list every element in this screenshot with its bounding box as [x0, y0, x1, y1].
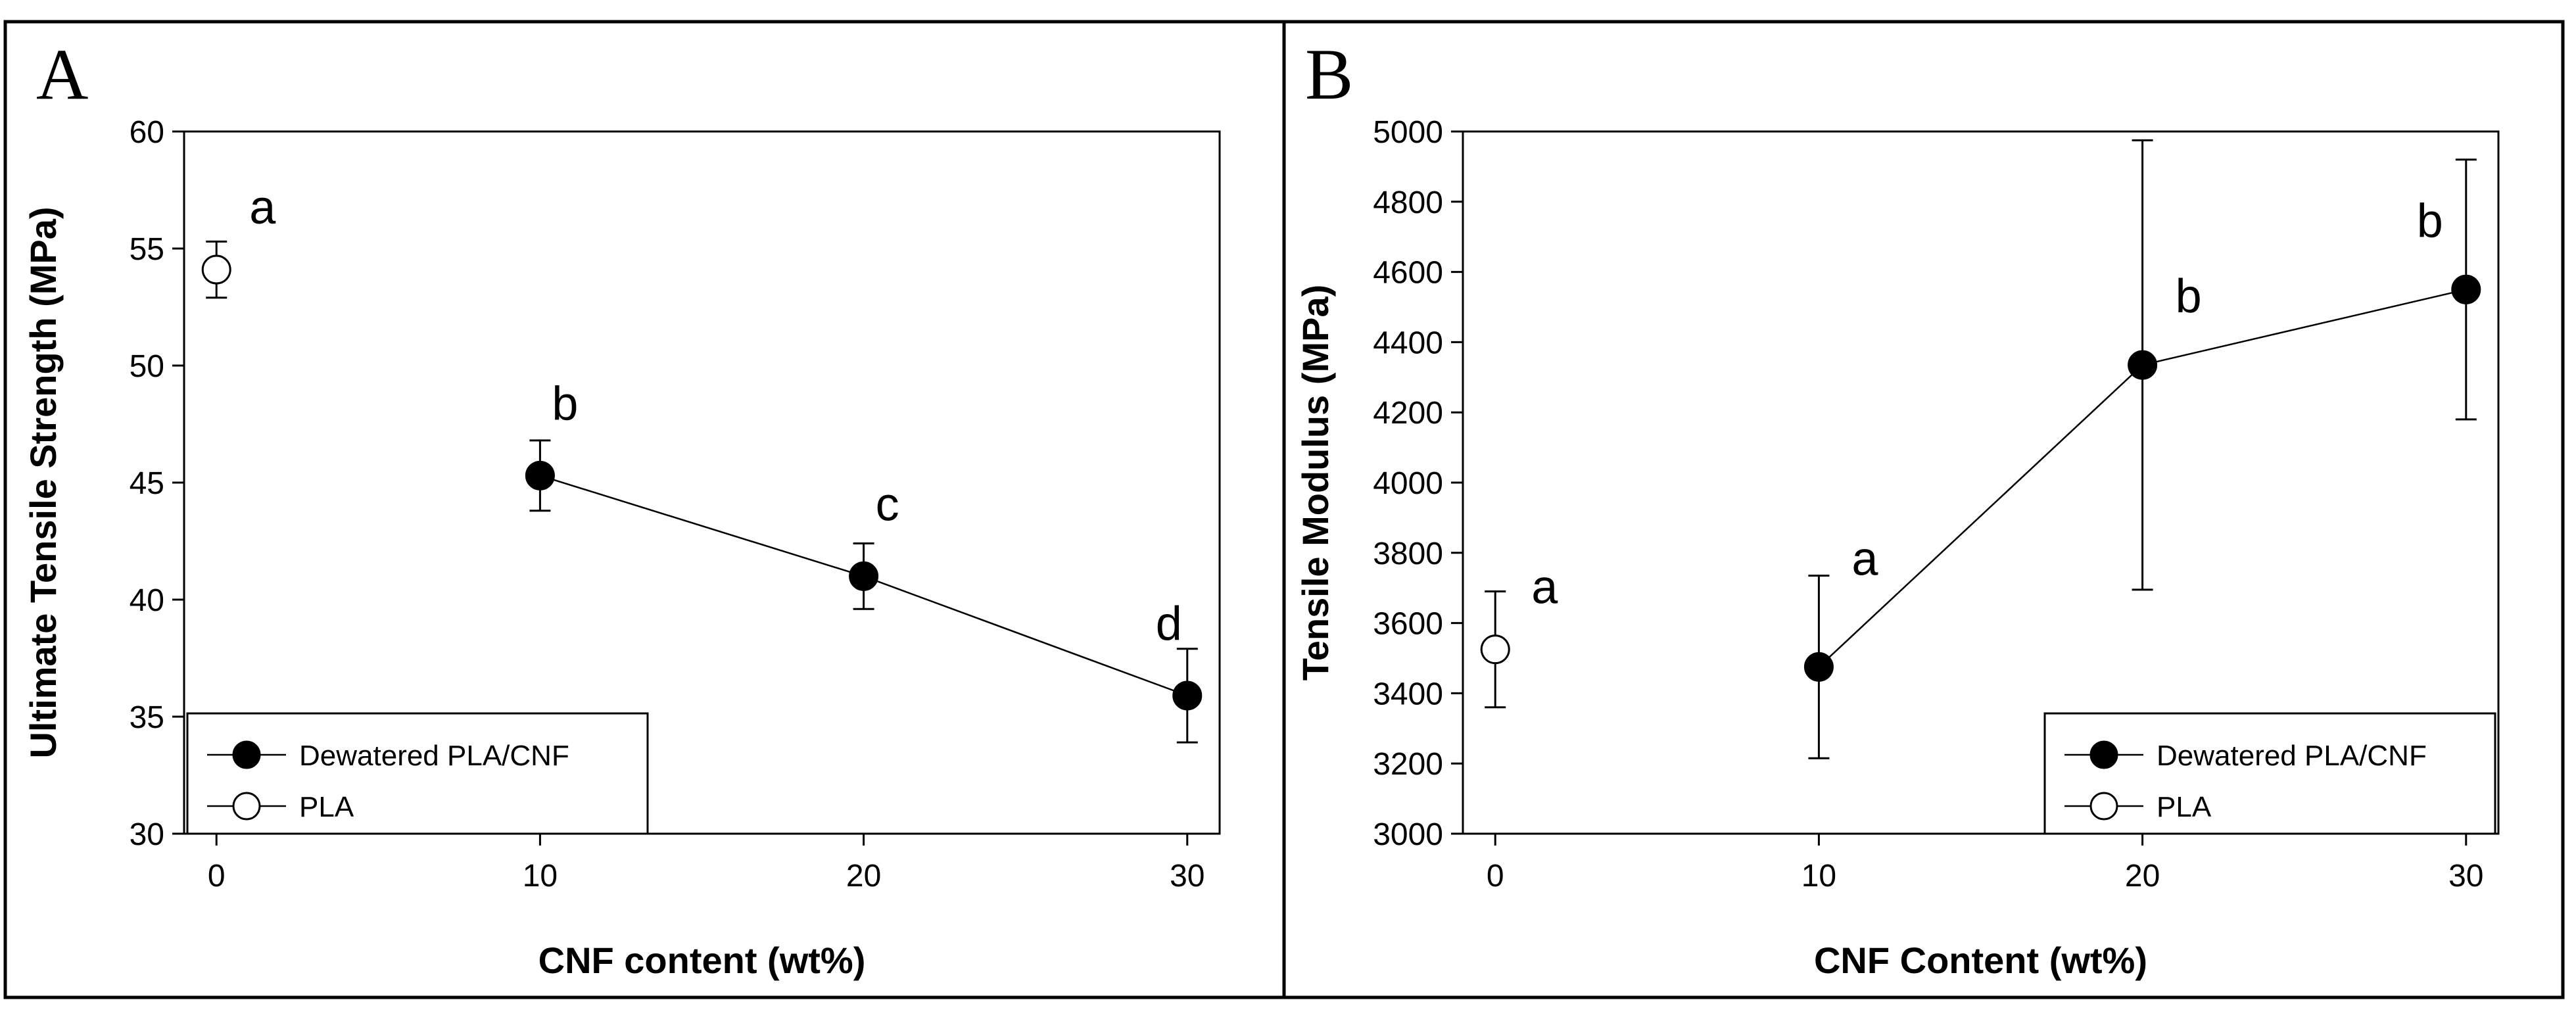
panel-b: B 3000 3200 3400 3600 3800 4000 4200 4400 4600 480… [1295, 34, 2500, 981]
x-tick-label: 10 [523, 859, 558, 894]
legend [2043, 712, 2496, 835]
x-tick-label: 20 [846, 859, 881, 894]
x-tick-label: 30 [1170, 859, 1205, 894]
y-tick-label: 40 [130, 583, 164, 618]
y-tick-label: 35 [130, 700, 164, 735]
significance-letter: a [249, 181, 276, 234]
y-tick-label: 3800 [1373, 537, 1443, 571]
data-point-open [1480, 634, 1510, 665]
legend-marker-filled [2089, 740, 2118, 769]
y-tick-label: 4400 [1373, 325, 1443, 360]
panel-label: A [36, 34, 88, 114]
y-tick-label: 45 [130, 466, 164, 501]
y-axis-label: Tensile Modulus (MPa) [1295, 285, 1336, 681]
data-point-open [201, 254, 231, 285]
legend-marker-open [2089, 792, 2118, 821]
data-point-filled [849, 561, 879, 591]
y-tick-label: 4000 [1373, 466, 1443, 501]
significance-letter: b [2417, 195, 2443, 247]
y-tick-label: 3600 [1373, 607, 1443, 642]
data-point-filled [525, 460, 555, 490]
y-tick-label: 55 [130, 232, 164, 267]
y-axis-label: Ultimate Tensile Strength (MPa) [22, 206, 64, 758]
data-point-filled [2128, 350, 2158, 380]
legend-label: Dewatered PLA/CNF [2157, 740, 2427, 772]
y-tick-label: 50 [130, 349, 164, 384]
legend-marker-open [232, 792, 261, 821]
y-tick-label: 5000 [1373, 115, 1443, 150]
significance-letter: c [876, 478, 899, 531]
significance-letter: a [1851, 533, 1878, 585]
legend-marker-filled [232, 740, 261, 769]
panel-a-frame [3, 20, 1286, 999]
y-tick-label: 3200 [1373, 747, 1443, 782]
y-tick-label: 3400 [1373, 677, 1443, 711]
panel-b-frame [1282, 20, 2565, 999]
legend-label: Dewatered PLA/CNF [299, 740, 569, 772]
significance-letter: b [2176, 270, 2202, 323]
y-tick-label: 60 [130, 115, 164, 150]
x-axis-label: CNF Content (wt%) [1814, 940, 2147, 981]
legend [186, 712, 649, 835]
data-point-filled [1803, 652, 1834, 682]
y-tick-label: 4200 [1373, 396, 1443, 431]
legend-label: PLA [299, 791, 354, 823]
significance-letter: a [1531, 561, 1558, 614]
significance-letter: d [1156, 598, 1182, 650]
y-tick-label: 4800 [1373, 185, 1443, 220]
x-tick-label: 20 [2125, 859, 2160, 894]
panel-label: B [1305, 34, 1353, 114]
significance-letter: b [552, 377, 578, 430]
panel-a: A 30 35 40 45 50 55 60 0 10 20 30 CNF content (wt%) U… [22, 34, 1221, 981]
y-tick-label: 4600 [1373, 256, 1443, 291]
legend-label: PLA [2157, 791, 2212, 823]
x-tick-label: 30 [2448, 859, 2483, 894]
x-tick-label: 0 [1487, 859, 1504, 894]
x-tick-label: 10 [1801, 859, 1836, 894]
y-tick-label: 30 [130, 817, 164, 852]
x-tick-label: 0 [208, 859, 226, 894]
data-point-filled [2451, 274, 2481, 304]
y-tick-label: 3000 [1373, 817, 1443, 852]
x-axis-label: CNF content (wt%) [538, 940, 866, 981]
data-point-filled [1172, 681, 1203, 711]
